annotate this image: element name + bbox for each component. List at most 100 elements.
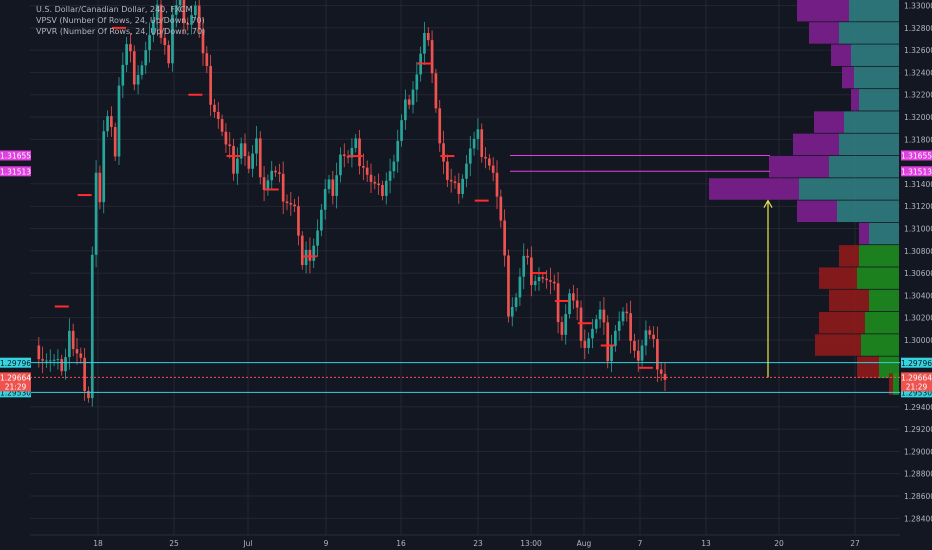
level-price-label: 1.31655 bbox=[0, 152, 31, 161]
candle-body bbox=[308, 249, 312, 261]
x-axis-tick-label: 18 bbox=[93, 539, 103, 548]
candle-body bbox=[621, 311, 625, 322]
candle-body bbox=[617, 321, 621, 331]
chart-legend: U.S. Dollar/Canadian Dollar, 240, FXCM V… bbox=[36, 4, 205, 37]
candle-body bbox=[48, 360, 52, 362]
candle-body bbox=[381, 185, 384, 196]
candle-body bbox=[507, 255, 510, 317]
candle-body bbox=[659, 369, 663, 374]
y-axis-tick-label: 1.28600 bbox=[904, 492, 932, 501]
candle-body bbox=[407, 99, 411, 105]
candle-body bbox=[140, 65, 144, 75]
candle-body bbox=[541, 277, 545, 279]
x-axis-tick-label: Jul bbox=[242, 539, 252, 548]
candle-body bbox=[171, 14, 174, 64]
candle-body bbox=[434, 73, 438, 109]
candle-body bbox=[446, 161, 449, 180]
candle-body bbox=[633, 340, 636, 351]
candle-body bbox=[587, 338, 590, 348]
candle-body bbox=[247, 156, 251, 169]
candle-body bbox=[594, 319, 598, 329]
x-axis-tick-label: 7 bbox=[638, 539, 643, 548]
candle-body bbox=[636, 350, 640, 361]
candle-body bbox=[236, 158, 239, 174]
candle-body bbox=[480, 129, 484, 157]
symbol-title[interactable]: U.S. Dollar/Canadian Dollar, 240, FXCM bbox=[36, 5, 193, 14]
candle-body bbox=[350, 148, 354, 158]
candle-body bbox=[564, 314, 568, 335]
level-price-label: 1.29796 bbox=[901, 359, 932, 368]
y-axis-tick-label: 1.32800 bbox=[904, 24, 932, 33]
candle-body bbox=[186, 23, 190, 25]
vpsv-indicator-label[interactable]: VPSV (Number Of Rows, 24, Up/Down, 70) bbox=[36, 16, 205, 25]
candle-body bbox=[228, 144, 232, 147]
candle-body bbox=[320, 209, 323, 231]
y-axis-tick-label: 1.28400 bbox=[904, 514, 932, 523]
x-axis-tick-label: 27 bbox=[850, 539, 860, 548]
candle-body bbox=[152, 19, 155, 35]
volume-profile-up-bar bbox=[865, 311, 899, 334]
volume-profile-up-bar bbox=[829, 155, 899, 178]
candle-body bbox=[457, 183, 461, 194]
level-price-label-bg bbox=[0, 387, 31, 398]
vpvr-indicator-label[interactable]: VPVR (Number Of Rows, 24, Up/Down, 70) bbox=[36, 27, 206, 36]
current-price-label: 1.29664 bbox=[0, 373, 31, 382]
level-price-label-bg bbox=[0, 357, 31, 368]
candle-body bbox=[488, 158, 491, 166]
candle-body bbox=[136, 74, 140, 85]
candle-body bbox=[342, 154, 346, 157]
candle-body bbox=[194, 5, 197, 16]
candle-body bbox=[327, 179, 331, 190]
candle-body bbox=[449, 179, 453, 182]
candle-body bbox=[300, 235, 304, 266]
candle-body bbox=[598, 309, 602, 320]
candle-body bbox=[98, 172, 102, 203]
candle-body bbox=[392, 161, 396, 172]
candle-body bbox=[79, 353, 83, 358]
volume-profile-up-bar bbox=[861, 334, 899, 356]
candle-body bbox=[537, 277, 541, 282]
candle-body bbox=[472, 138, 476, 149]
candle-body bbox=[377, 183, 380, 186]
candle-body bbox=[369, 174, 373, 182]
x-axis-tick-label: 23 bbox=[473, 539, 483, 548]
candle-body bbox=[545, 278, 548, 281]
candle-body bbox=[652, 334, 655, 340]
candle-body bbox=[610, 345, 613, 362]
candle-body bbox=[518, 276, 522, 298]
candle-body bbox=[354, 138, 358, 149]
current-price-time: 21:29 bbox=[906, 382, 928, 391]
y-axis-tick-label: 1.33000 bbox=[904, 2, 932, 11]
candle-body bbox=[316, 230, 319, 246]
candle-body bbox=[549, 280, 552, 282]
candle-body bbox=[358, 138, 361, 167]
y-axis-tick-label: 1.31800 bbox=[904, 135, 932, 144]
candle-body bbox=[465, 163, 468, 179]
volume-profile-down-bar bbox=[814, 111, 844, 133]
volume-profile-down-bar bbox=[819, 311, 865, 334]
candle-body bbox=[155, 4, 159, 20]
candle-body bbox=[174, 5, 178, 15]
candle-body bbox=[148, 34, 151, 51]
candle-body bbox=[461, 178, 464, 194]
x-axis-tick-label: 16 bbox=[396, 539, 406, 548]
y-axis-tick-label: 1.31400 bbox=[904, 180, 932, 189]
volume-profile-up-bar bbox=[844, 111, 899, 133]
volume-profile-down-bar bbox=[809, 22, 839, 44]
volume-profile-down-bar bbox=[831, 44, 851, 66]
y-axis-tick-label: 1.30800 bbox=[904, 247, 932, 256]
candle-body bbox=[64, 357, 67, 372]
candle-body bbox=[37, 345, 41, 360]
volume-profile-down-bar bbox=[793, 133, 839, 156]
volume-profile-down-bar bbox=[709, 178, 799, 200]
candle-body bbox=[87, 390, 90, 399]
x-axis-tick-label: Aug bbox=[577, 539, 592, 548]
y-axis-tick-label: 1.31200 bbox=[904, 202, 932, 211]
candle-body bbox=[575, 300, 579, 308]
x-axis-tick-label: 25 bbox=[169, 539, 179, 548]
volume-profile-down-bar bbox=[857, 356, 879, 379]
volume-profile-down-bar bbox=[769, 155, 829, 178]
candle-body bbox=[423, 32, 426, 54]
level-price-label-bg bbox=[901, 150, 932, 161]
